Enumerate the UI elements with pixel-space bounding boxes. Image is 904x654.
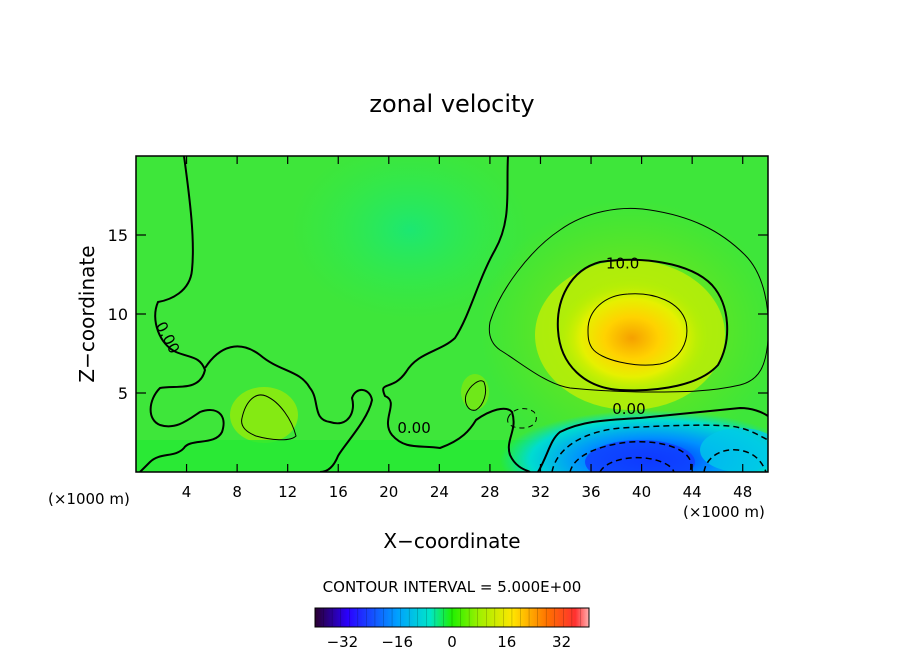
contour-label: 0.00 [397, 419, 430, 437]
x-tick-label: 24 [430, 483, 449, 501]
y-axis: 5 10 15 [108, 226, 768, 403]
x-axis: 4 8 12 16 20 24 28 32 36 40 44 48 [182, 156, 752, 501]
zero-contour-middle [382, 156, 531, 472]
x-unit-left: (×1000 m) [48, 490, 130, 508]
contour-label: 0.00 [612, 400, 645, 418]
contour-15 [587, 293, 688, 366]
contour-5 [488, 207, 768, 393]
x-tick-label: 16 [329, 483, 348, 501]
x-tick-label: 20 [379, 483, 398, 501]
x-tick-label: 12 [278, 483, 297, 501]
x-tick-label: 44 [683, 483, 702, 501]
colorbar-tick-label: 32 [552, 633, 571, 651]
x-tick-label: 40 [632, 483, 651, 501]
colorbar: −32 −16 0 16 32 [314, 607, 590, 651]
colorbar-tick-label: −32 [327, 633, 359, 651]
neg-contour-east [703, 449, 767, 472]
colorbar-ticks: −32 −16 0 16 32 [327, 633, 572, 651]
y-tick-label: 5 [118, 384, 128, 403]
x-tick-label: 32 [531, 483, 550, 501]
colorbar-tick-label: −16 [381, 633, 413, 651]
neg-contour-10 [569, 440, 692, 472]
chart-title: zonal velocity [369, 90, 534, 118]
y-tick-label: 10 [108, 305, 128, 324]
colorbar-tick-label: 0 [447, 633, 457, 651]
contour-5-small [465, 380, 487, 411]
x-tick-label: 4 [182, 483, 192, 501]
contour-10 [556, 258, 729, 392]
zero-contour-mid-lobe [204, 345, 374, 472]
y-tick-label: 15 [108, 226, 128, 245]
x-tick-label: 8 [232, 483, 242, 501]
y-axis-title: Z−coordinate [75, 245, 99, 382]
neg-contour-15 [599, 456, 675, 472]
x-tick-label: 28 [480, 483, 499, 501]
x-tick-label: 48 [733, 483, 752, 501]
zero-contour-east [537, 406, 768, 472]
contour-interval-label: CONTOUR INTERVAL = 5.000E+00 [323, 578, 582, 596]
zero-contour-west [139, 156, 225, 472]
contour-label: 10.0 [606, 254, 639, 272]
neg-contour-5 [551, 424, 768, 472]
x-axis-title: X−coordinate [383, 529, 520, 553]
contour-5-west-lobe [241, 394, 297, 441]
colorbar-scale [314, 607, 590, 628]
x-unit-right: (×1000 m) [683, 503, 765, 521]
x-tick-label: 36 [581, 483, 600, 501]
colorbar-tick-label: 16 [497, 633, 516, 651]
velocity-field [136, 156, 768, 472]
colorbar-cells [323, 608, 581, 627]
contour-lines [139, 156, 768, 472]
